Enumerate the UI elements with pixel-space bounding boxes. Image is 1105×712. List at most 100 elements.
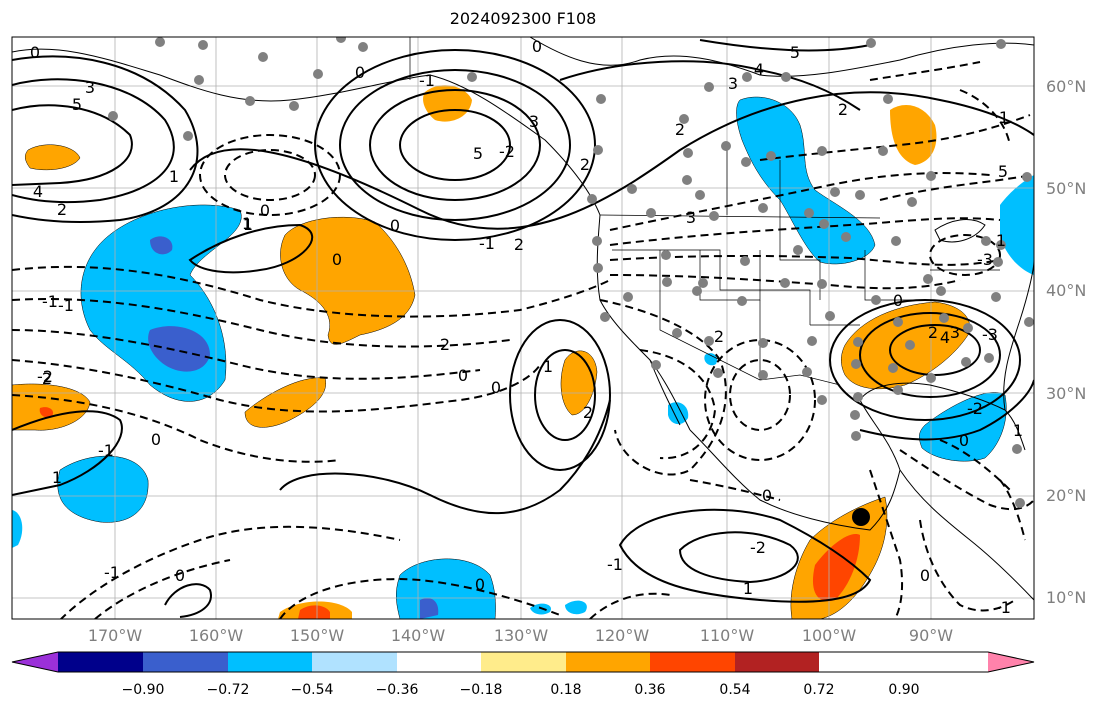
colorbar-bin — [735, 652, 819, 672]
negative-contours — [12, 61, 1034, 619]
blue-region-small-south-2 — [565, 600, 587, 615]
contour-label: 1 — [52, 468, 62, 487]
contour-label: 1 — [543, 357, 553, 376]
colorbar-tick-label: 0.54 — [719, 682, 751, 698]
great-lakes-outline — [934, 219, 986, 243]
contour-label: 0 — [920, 566, 930, 585]
contour-label: 5 — [790, 43, 800, 62]
contour-label: 0 — [332, 250, 342, 269]
contour-label: -2 — [750, 538, 766, 557]
contour-label: 1 — [999, 108, 1009, 127]
contour-label: -1 — [419, 71, 435, 90]
east-coast — [1003, 259, 1034, 411]
contour-label: -1 — [995, 598, 1011, 617]
contour-label: 0 — [260, 201, 270, 220]
contour-label: 4 — [754, 60, 764, 79]
storm-position-marker — [852, 508, 870, 526]
contour-label: 2 — [714, 327, 724, 346]
contour-label: -2 — [37, 367, 53, 386]
contour-label: -1 — [479, 234, 495, 253]
lat-label: 30°N — [1046, 384, 1087, 403]
contour-label: 3 — [728, 74, 738, 93]
lat-label: 60°N — [1046, 77, 1087, 96]
contour-label: -1 — [98, 441, 114, 460]
contour-label: 2 — [440, 335, 450, 354]
red-patch-hurricane — [812, 534, 860, 602]
colorbar-extend-low — [12, 652, 58, 672]
contour-label: -1 — [607, 555, 623, 574]
graticule — [12, 37, 1034, 619]
contour-label: 0 — [151, 430, 161, 449]
colorbar-bin — [143, 652, 228, 672]
contour-label: -2 — [967, 399, 983, 418]
contour-label: 0 — [959, 431, 969, 450]
colorbar-bin — [650, 652, 735, 672]
map-frame — [11, 36, 1035, 620]
contour-label: 1 — [996, 231, 1006, 250]
contour-label: 0 — [475, 575, 485, 594]
colorbar-bin — [58, 652, 143, 672]
blue-region-gulf — [919, 392, 1007, 462]
colorbar-tick-label: −0.72 — [206, 682, 250, 698]
lat-label: 50°N — [1046, 179, 1087, 198]
blue-region-mexico-small — [704, 353, 718, 366]
contour-label: -1 — [104, 563, 120, 582]
lon-label: 160°W — [188, 626, 244, 645]
contour-label: 2 — [42, 369, 52, 388]
colorbar-bin — [481, 652, 566, 672]
lon-label: 140°W — [390, 626, 446, 645]
contour-label: 2 — [580, 155, 590, 174]
contour-label: 1 — [243, 215, 253, 234]
colorbar-extend-high — [988, 652, 1034, 672]
red-patch-left — [39, 407, 54, 418]
lon-label: 120°W — [594, 626, 650, 645]
contour-label: 0 — [491, 378, 501, 397]
colorbar-tick-label: −0.18 — [459, 682, 503, 698]
lon-label: 90°W — [908, 626, 954, 645]
lon-label: 110°W — [699, 626, 755, 645]
blue-region-sw — [57, 455, 149, 523]
contour-label: -2 — [499, 142, 515, 161]
contour-label: 0 — [893, 291, 903, 310]
lat-label: 40°N — [1046, 281, 1087, 300]
colorbar-tick-label: 0.36 — [634, 682, 666, 698]
lon-label: 100°W — [801, 626, 857, 645]
colorbar — [11, 651, 1035, 673]
contour-label: 1 — [743, 579, 753, 598]
contour-label: 0 — [175, 566, 185, 585]
blue-region-atlantic-coast — [1000, 175, 1034, 275]
contour-label: 0 — [355, 63, 365, 82]
contour-label: 5 — [473, 144, 483, 163]
contour-label: 2 — [57, 200, 67, 219]
orange-region-dateline — [25, 144, 81, 171]
colorbar-tick-label: −0.90 — [121, 682, 165, 698]
dark-blue-patch-2 — [150, 236, 173, 255]
us-west-coast — [596, 214, 691, 431]
contour-label: 1 — [242, 214, 252, 233]
mexico-coast — [689, 429, 901, 531]
contour-label: -1 — [58, 296, 74, 315]
blue-region-left-edge — [12, 510, 23, 548]
contour-label: 4 — [33, 182, 43, 201]
contour-label: 0 — [458, 366, 468, 385]
contour-label: 3 — [529, 112, 539, 131]
colorbar-outline — [11, 651, 1035, 673]
lat-label: 10°N — [1046, 588, 1087, 607]
alaska-coast — [12, 48, 601, 216]
colorbar-tick-label: −0.54 — [290, 682, 334, 698]
contour-label: 5 — [998, 162, 1008, 181]
positive-contours — [12, 39, 1034, 618]
dark-blue-patch-1 — [148, 326, 210, 372]
colorbar-tick-label: 0.90 — [888, 682, 920, 698]
station-dots — [108, 37, 1034, 508]
contour-label: 2 — [675, 120, 685, 139]
red-patch-south — [298, 605, 330, 619]
contour-label: 2 — [583, 403, 593, 422]
contour-label: 5 — [72, 95, 82, 114]
contour-label: -1 — [42, 292, 58, 311]
contour-label: 2 — [514, 235, 524, 254]
contour-label: 3 — [85, 78, 95, 97]
lon-label: 170°W — [87, 626, 143, 645]
lon-label: 130°W — [493, 626, 549, 645]
